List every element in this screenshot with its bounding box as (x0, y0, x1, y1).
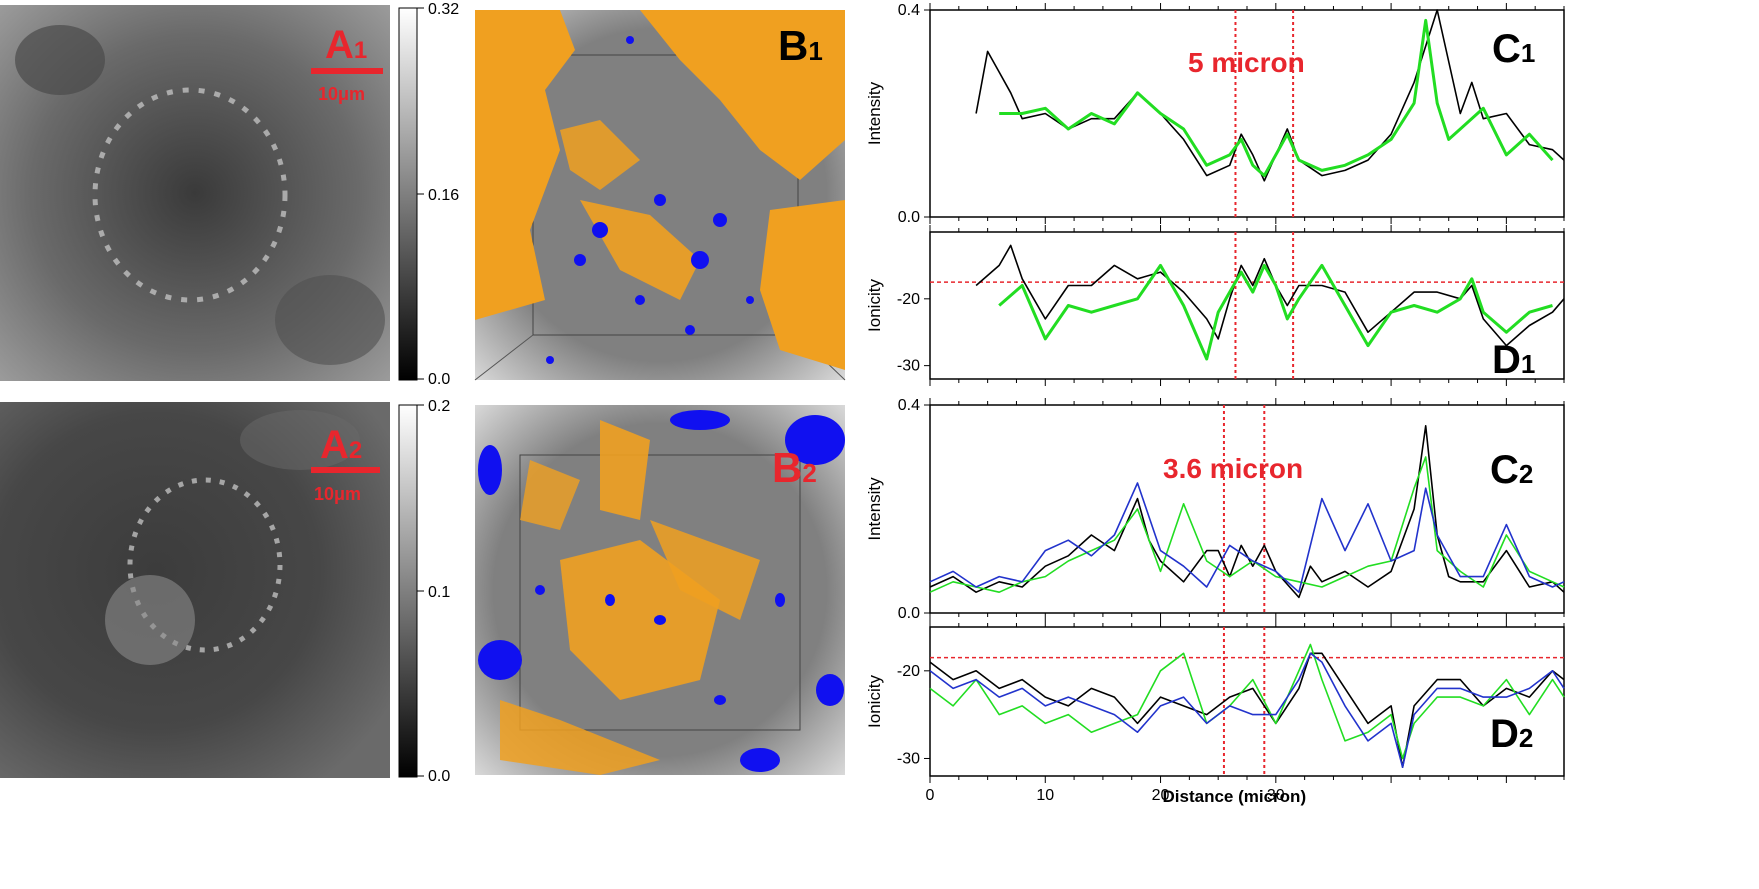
blue-blob (654, 615, 666, 625)
panel-a1: A1 10μm (0, 5, 390, 381)
blue-blob (775, 593, 785, 607)
blue-blob (635, 295, 645, 305)
panel-label-c1: C1 (1492, 27, 1535, 71)
cell-blob-a2 (105, 575, 195, 665)
y-axis-label: Ionicity (865, 279, 884, 332)
series-line-blue (930, 483, 1564, 592)
scale-label-a2: 10μm (314, 484, 361, 504)
series-line-black (930, 653, 1564, 767)
series-line-black (930, 426, 1564, 598)
blue-blob (746, 296, 754, 304)
x-tick-label: 0 (926, 787, 935, 804)
panel-label-d2: D2 (1490, 712, 1533, 756)
panel-b2: B2 (475, 405, 845, 775)
series-line-green (999, 20, 1552, 175)
y-tick-label: -30 (897, 358, 920, 375)
annotation-c1: 5 micron (1188, 47, 1305, 78)
blue-blob (816, 674, 844, 706)
colorbar-1-gradient (399, 8, 417, 380)
y-tick-label: -20 (897, 663, 920, 680)
blue-blob (691, 251, 709, 269)
blue-blob (740, 748, 780, 772)
blue-blob (478, 640, 522, 680)
series-line-green (930, 645, 1564, 759)
y-tick-label: -20 (897, 291, 920, 308)
cell-blob-a1b (275, 275, 385, 365)
blue-blob (714, 695, 726, 705)
scale-label-a1: 10μm (318, 84, 365, 104)
blue-blob (626, 36, 634, 44)
chart-d1: -20 -30 Ionicity (865, 225, 1564, 386)
blue-blob (654, 194, 666, 206)
y-tick-label: -30 (897, 750, 920, 767)
blue-blob (605, 594, 615, 606)
y-tick-label: 0.0 (898, 605, 920, 622)
annotation-c2: 3.6 micron (1163, 453, 1303, 484)
blue-blob (670, 410, 730, 430)
blue-blob (713, 213, 727, 227)
blue-blob (592, 222, 608, 238)
cb1-label-mid: 0.16 (428, 187, 459, 204)
cb2-label-bottom: 0.0 (428, 768, 450, 785)
colorbar-2: 0.2 0.1 0.0 (399, 398, 450, 785)
blue-blob (535, 585, 545, 595)
cb2-label-top: 0.2 (428, 398, 450, 415)
series-line-blue (930, 653, 1564, 767)
series-line-green (999, 265, 1552, 359)
figure: A1 10μm 0.32 0.16 0.0 (0, 0, 1759, 889)
panel-label-c2: C2 (1490, 448, 1533, 492)
cb1-label-bottom: 0.0 (428, 371, 450, 388)
panel-label-d1: D1 (1492, 338, 1535, 382)
cb2-label-mid: 0.1 (428, 584, 450, 601)
blue-blob (685, 325, 695, 335)
panel-b1: B1 (475, 10, 845, 380)
y-tick-label: 0.4 (898, 397, 920, 414)
line-charts: 0.0 0.4 Intensity -20 -30 Ionicity 0.0 0.4 Inten… (865, 2, 1564, 806)
colorbar-2-gradient (399, 405, 417, 777)
blue-blob (546, 356, 554, 364)
y-tick-label: 0.4 (898, 2, 920, 19)
blue-blob (574, 254, 586, 266)
colorbar-1: 0.32 0.16 0.0 (399, 1, 459, 388)
chart-c2: 0.0 0.4 Intensity (865, 397, 1564, 622)
cb1-label-top: 0.32 (428, 1, 459, 18)
blue-blob (478, 445, 502, 495)
cell-blob-a1 (15, 25, 105, 95)
y-axis-label: Intensity (865, 477, 884, 541)
series-line-black (976, 245, 1564, 345)
x-tick-label: 10 (1036, 787, 1054, 804)
series-line-black (976, 10, 1564, 181)
y-tick-label: 0.0 (898, 209, 920, 226)
x-axis-label: Distance (micron) (1163, 787, 1307, 806)
chart-c1: 0.0 0.4 Intensity (865, 2, 1564, 226)
plot-frame (930, 627, 1564, 776)
y-axis-label: Intensity (865, 81, 884, 145)
plot-frame (930, 232, 1564, 379)
y-axis-label: Ionicity (865, 675, 884, 728)
panel-a2: A2 10μm (0, 402, 390, 778)
